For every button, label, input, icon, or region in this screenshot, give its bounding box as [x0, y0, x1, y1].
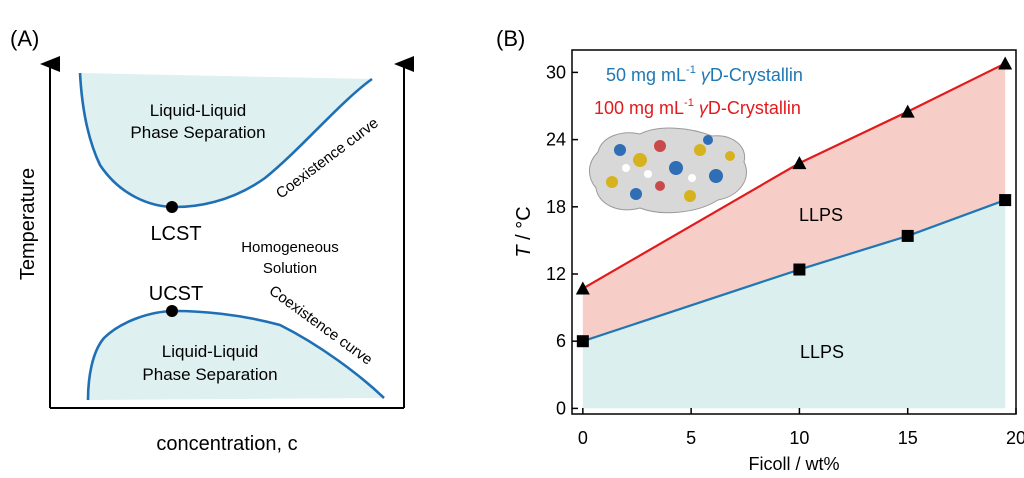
data-point-square [576, 335, 589, 348]
y-tick-label: 18 [546, 197, 566, 217]
legend-100: 100 mg mL-1 γD-Crystallin [594, 97, 801, 118]
middle-label-line2: Solution [263, 260, 317, 277]
panel-a-xlabel: concentration, c [156, 433, 297, 455]
legend-100-sup: -1 [684, 97, 694, 109]
series-line-1 [582, 62, 1006, 290]
x-tick-label: 15 [898, 428, 918, 448]
data-point-triangle [998, 56, 1013, 70]
y-tick-label: 0 [556, 398, 566, 418]
panel-b: (B) 0 6 12 18 24 30 0 5 10 15 20 [496, 26, 1024, 474]
lower-phase-region [88, 311, 384, 400]
middle-label-line1: Homogeneous [241, 239, 339, 256]
x-tick-label: 10 [789, 428, 809, 448]
x-tick-label: 0 [578, 428, 588, 448]
y-tick-label: 12 [546, 264, 566, 284]
y-tick-label: 24 [546, 130, 566, 150]
panel-a-label: (A) [10, 26, 39, 51]
protein-structure-image [589, 127, 747, 214]
upper-region-fill [582, 63, 1006, 342]
legend-50: 50 mg mL-1 γD-Crystallin [606, 64, 803, 85]
ucst-point [166, 305, 178, 317]
data-point-square [999, 194, 1012, 207]
y-axis-label: T / °C [513, 206, 535, 257]
plot-lines [582, 62, 1006, 343]
x-ticks: 0 5 10 15 20 [578, 408, 1024, 448]
plot-markers [575, 56, 1013, 348]
y-axis-label-unit: / °C [513, 206, 535, 245]
plot-frame [571, 49, 1017, 415]
data-point-triangle [900, 104, 915, 118]
legend-50-gamma: γ [696, 65, 711, 85]
legend-50-prefix: 50 mg mL [606, 65, 686, 85]
ucst-label: UCST [149, 283, 203, 305]
lower-llps-label: LLPS [800, 342, 844, 362]
lower-region-fill [582, 200, 1006, 409]
panel-a-ylabel: Temperature [17, 168, 39, 280]
upper-coexistence-curve [78, 72, 373, 209]
legend-50-suffix: D-Crystallin [710, 65, 803, 85]
legend-100-prefix: 100 mg mL [594, 98, 684, 118]
x-axis-label: Ficoll / wt% [748, 454, 839, 474]
legend-100-suffix: D-Crystallin [708, 98, 801, 118]
plot-fills [582, 63, 1006, 409]
panel-a: (A) Liquid-Liquid Phase Separation LCST … [10, 26, 414, 455]
series-line-0 [582, 199, 1006, 343]
y-tick-label: 30 [546, 62, 566, 82]
lcst-label: LCST [150, 223, 201, 245]
data-point-triangle [792, 156, 807, 170]
x-tick-label: 20 [1006, 428, 1024, 448]
data-point-square [793, 263, 806, 276]
lower-coexistence-curve [86, 309, 385, 401]
x-tick-label: 5 [686, 428, 696, 448]
lcst-point [166, 201, 178, 213]
lower-region-label-line1: Liquid-Liquid [162, 342, 258, 361]
panel-b-label: (B) [496, 26, 525, 51]
y-ticks: 0 6 12 18 24 30 [546, 62, 578, 418]
y-axis-label-symbol: T [513, 244, 535, 258]
legend-100-gamma: γ [694, 98, 709, 118]
data-point-square [901, 229, 914, 242]
data-point-triangle [575, 281, 590, 295]
upper-llps-label: LLPS [799, 205, 843, 225]
upper-phase-region [80, 73, 372, 207]
y-tick-label: 6 [556, 331, 566, 351]
upper-region-label-line1: Liquid-Liquid [150, 101, 246, 120]
legend-50-sup: -1 [686, 64, 696, 76]
lower-region-label-line2: Phase Separation [142, 365, 277, 384]
upper-region-label-line2: Phase Separation [130, 123, 265, 142]
